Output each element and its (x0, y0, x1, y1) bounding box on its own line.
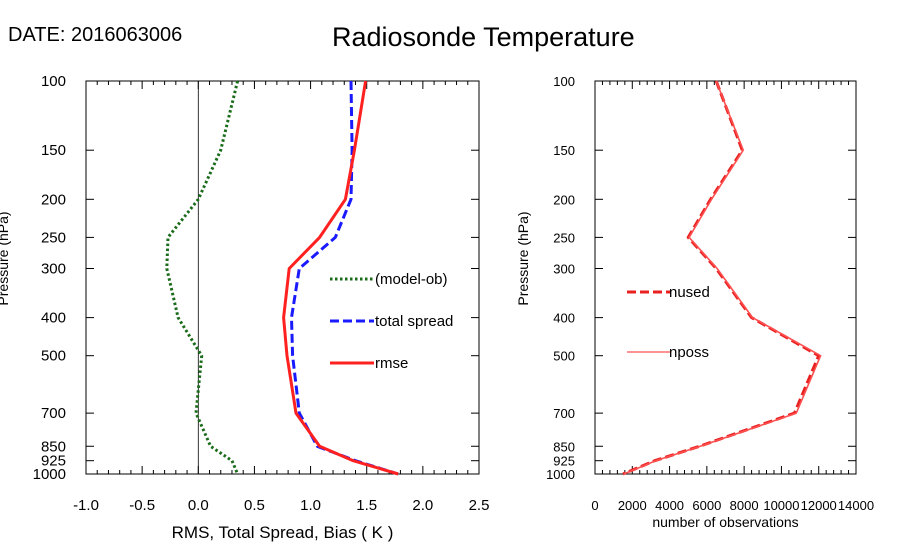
y-tick-label: 150 (553, 143, 575, 158)
x-tick-label: 2.0 (412, 497, 433, 514)
series-line-nposs (623, 80, 822, 475)
x-tick-label: 14000 (838, 498, 874, 513)
x-tick-label: 0.5 (244, 497, 265, 514)
series-line-model-ob (165, 80, 240, 475)
x-tick-label: 4000 (655, 498, 684, 513)
x-tick-label: 1.5 (356, 497, 377, 514)
x-tick-label: 12000 (801, 498, 837, 513)
x-tick-label: 2.5 (469, 497, 490, 514)
y-tick-label: 1000 (33, 466, 66, 483)
y-tick-label: 1000 (546, 467, 575, 482)
x-tick-label: 0.0 (188, 497, 209, 514)
legend-label: nposs (669, 344, 709, 361)
y-tick-label: 300 (41, 261, 66, 278)
y-tick-label: 925 (41, 453, 66, 470)
y-tick-label: 200 (553, 192, 575, 207)
y-tick-label: 200 (41, 191, 66, 208)
plot-panel-left: -1.0 -0.5 0.0 0.5 1.0 1.5 2.0 2.5 100 150 200 250 30… (0, 73, 489, 542)
y-tick-label: 150 (41, 142, 66, 159)
y-axis-label: Pressure (hPa) (0, 211, 11, 305)
date-label: DATE: 2016063006 (8, 24, 183, 46)
y-tick-label: 850 (553, 439, 575, 454)
y-tick-label: 925 (553, 454, 575, 469)
y-tick-label: 400 (553, 311, 575, 326)
y-tick-label: 250 (553, 230, 575, 245)
y-tick-label: 100 (553, 74, 575, 89)
y-axis-label: Pressure (hPa) (515, 211, 531, 305)
plot-panel-right: 0 2000 4000 6000 8000 10000 12000 14000 100 150 20… (515, 74, 874, 530)
x-tick-label: 10000 (763, 498, 799, 513)
series-line-rmse (282, 80, 399, 476)
legend-label: total spread (375, 313, 453, 330)
y-tick-label: 100 (41, 73, 66, 90)
y-tick-label: 400 (41, 310, 66, 327)
y-tick-label: 700 (553, 406, 575, 421)
x-tick-label: -1.0 (73, 497, 99, 514)
x-tick-label: 1.0 (300, 497, 321, 514)
legend-label: rmse (375, 355, 408, 372)
x-tick-label: 6000 (692, 498, 721, 513)
x-tick-label: 8000 (730, 498, 759, 513)
y-tick-label: 300 (553, 262, 575, 277)
plot-frame (594, 80, 857, 475)
x-axis-label: RMS, Total Spread, Bias ( K ) (172, 523, 394, 542)
y-tick-label: 500 (553, 349, 575, 364)
x-tick-label: 2000 (618, 498, 647, 513)
x-axis-label: number of observations (652, 514, 798, 530)
legend-label: nused (669, 284, 710, 301)
x-tick-label: 0 (591, 498, 598, 513)
y-tick-label: 250 (41, 229, 66, 246)
x-tick-label: -0.5 (129, 497, 155, 514)
chart-title: Radiosonde Temperature (332, 22, 635, 52)
y-tick-label: 850 (41, 438, 66, 455)
legend-label: (model-ob) (375, 271, 448, 288)
y-tick-label: 500 (41, 348, 66, 365)
y-tick-label: 700 (41, 405, 66, 422)
plot-frame (85, 80, 480, 475)
